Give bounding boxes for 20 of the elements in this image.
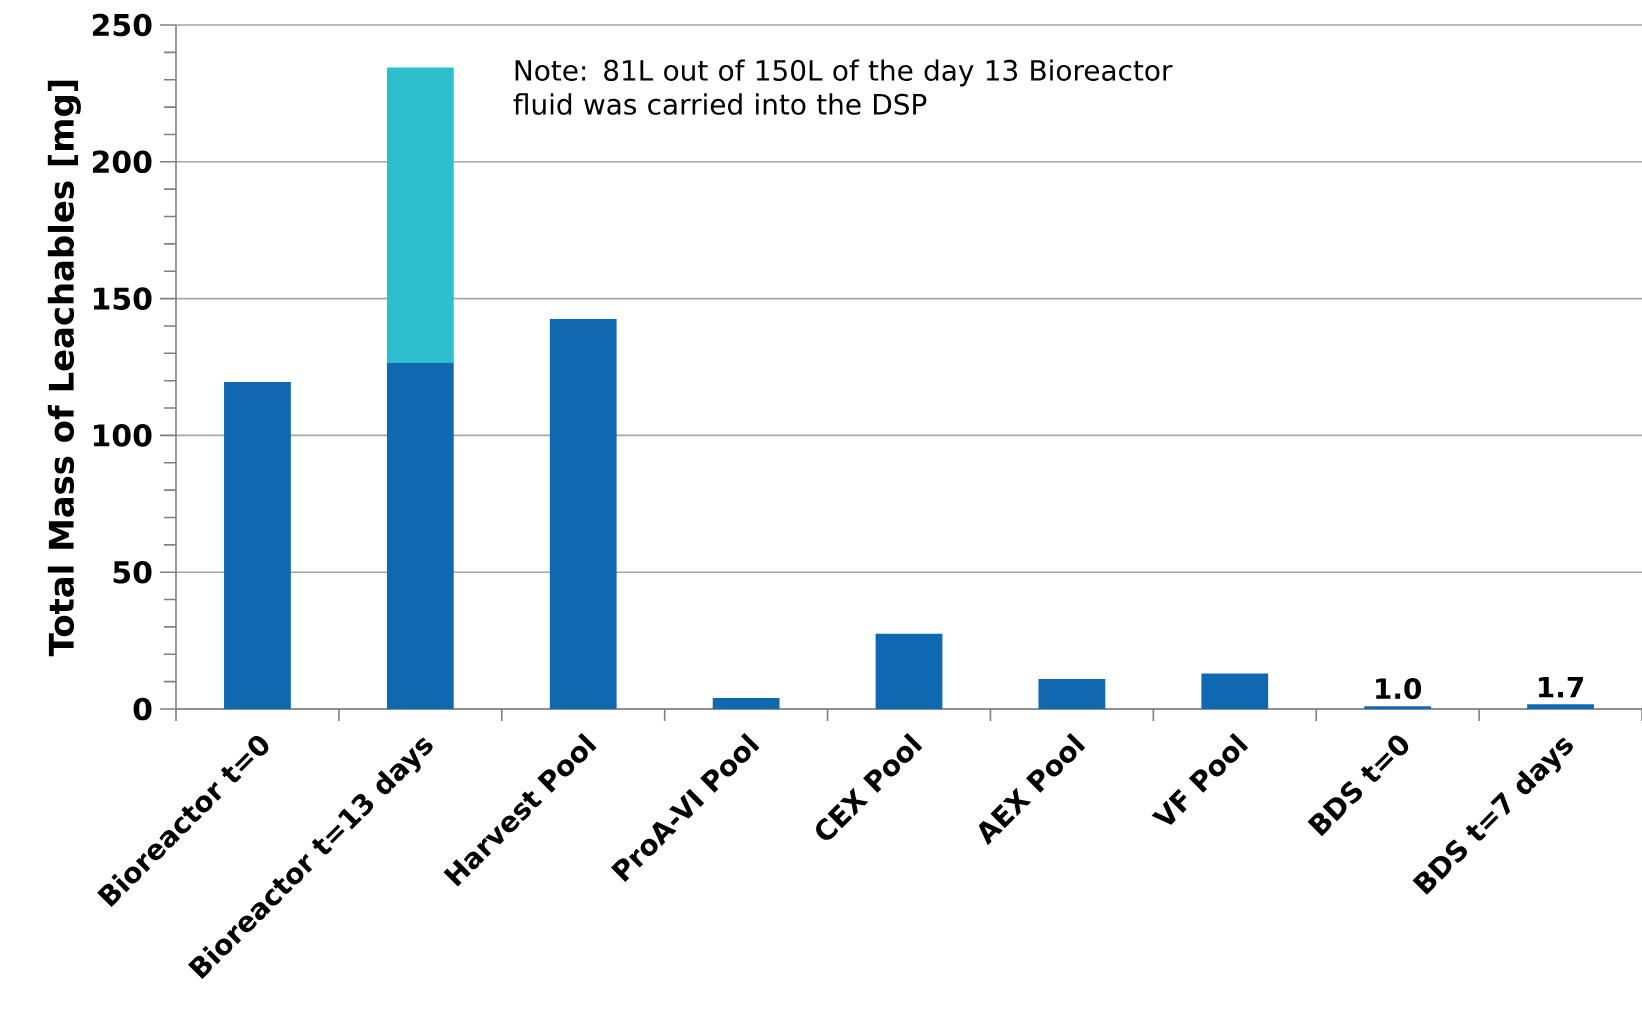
data-label: 1.7 [1539,676,1584,698]
y-tick-label: 250 [92,13,152,37]
y-tick-label: 0 [133,697,152,721]
annotation: Note: 81L out of 150L of the day 13 Bioreactor fluid was carried into the DSP [513,59,1173,115]
y-tick-label: 200 [92,150,152,174]
bar [712,698,780,709]
bar [1201,673,1269,709]
bar [224,382,291,709]
y-tick-label: 50 [113,560,152,584]
bar [386,67,454,363]
bar [549,319,617,709]
bar [1527,704,1594,709]
bar [1364,706,1432,709]
y-tick-label: 100 [93,424,152,447]
data-label: 1.0 [1376,678,1422,700]
y-axis-title: Total Mass of Leachables [mg] [47,80,81,657]
bar [875,633,943,709]
bar [1038,678,1106,709]
bar [386,362,454,709]
y-tick-label: 150 [93,287,152,310]
